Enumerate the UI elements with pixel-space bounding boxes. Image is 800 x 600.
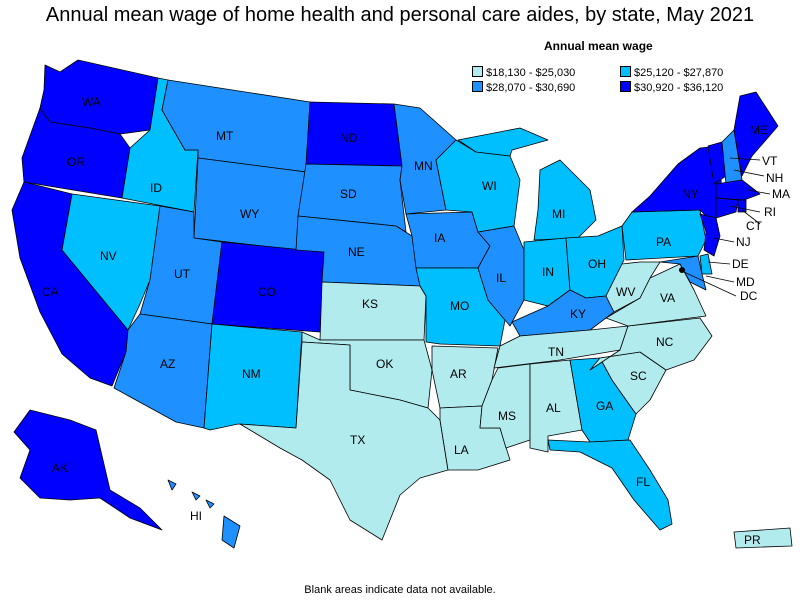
state-md[interactable] — [659, 255, 707, 291]
state-label-wi: WI — [482, 179, 497, 193]
state-ks[interactable] — [319, 281, 427, 341]
state-label-pa: PA — [656, 235, 671, 249]
state-ny[interactable] — [631, 145, 723, 223]
state-label-wy: WY — [240, 207, 259, 221]
state-wv[interactable] — [605, 261, 661, 313]
state-label-ny: NY — [682, 187, 699, 201]
state-label-ia: IA — [434, 231, 445, 245]
state-labels: WA OR CA ID NV MT WY UT AZ CO NM ND SD N… — [42, 95, 790, 547]
state-label-or: OR — [67, 155, 85, 169]
state-tx[interactable] — [239, 341, 449, 541]
state-label-sd: SD — [340, 187, 357, 201]
state-label-nc: NC — [656, 335, 674, 349]
state-il[interactable] — [477, 225, 525, 327]
legend-item-3: $28,070 - $30,690 — [472, 81, 575, 95]
state-label-mi: MI — [552, 207, 565, 221]
state-label-wa: WA — [82, 95, 101, 109]
state-label-de: DE — [732, 257, 749, 271]
state-fl[interactable] — [547, 439, 673, 531]
state-az[interactable] — [113, 313, 213, 429]
state-label-ut: UT — [174, 267, 191, 281]
footnote: Blank areas indicate data not available. — [304, 584, 496, 596]
state-nj[interactable] — [699, 213, 721, 257]
state-label-fl: FL — [636, 475, 650, 489]
state-label-tn: TN — [548, 345, 564, 359]
legend-label-1: $18,130 - $25,030 — [486, 67, 576, 79]
state-me[interactable] — [733, 91, 779, 177]
state-label-pr: PR — [744, 533, 761, 547]
legend-swatch-2 — [620, 66, 631, 77]
state-label-nv: NV — [100, 249, 117, 263]
state-label-mt: MT — [216, 129, 234, 143]
state-label-ri: RI — [764, 205, 776, 219]
state-label-nm: NM — [242, 367, 261, 381]
legend-swatch-1 — [472, 66, 483, 77]
state-mi-lower[interactable] — [533, 159, 597, 241]
leader-lines — [683, 157, 771, 297]
state-label-ky: KY — [570, 307, 586, 321]
state-label-nd: ND — [340, 131, 358, 145]
dc-marker[interactable] — [679, 267, 685, 273]
state-label-va: VA — [660, 291, 675, 305]
state-label-mo: MO — [450, 299, 469, 313]
state-label-il: IL — [496, 271, 506, 285]
map-title: Annual mean wage of home health and pers… — [45, 4, 755, 26]
state-label-ks: KS — [362, 297, 378, 311]
state-wi[interactable] — [435, 139, 521, 233]
state-label-vt: VT — [762, 154, 778, 168]
legend-label-3: $28,070 - $30,690 — [486, 82, 576, 94]
state-label-ar: AR — [450, 367, 467, 381]
state-ak[interactable] — [13, 409, 163, 531]
legend-label-4: $30,920 - $36,120 — [634, 82, 724, 94]
legend-item-4: $30,920 - $36,120 — [620, 81, 723, 95]
state-label-md: MD — [736, 275, 755, 289]
state-label-co: CO — [258, 285, 276, 299]
state-de[interactable] — [699, 253, 713, 275]
state-label-tx: TX — [350, 433, 365, 447]
state-nc[interactable] — [589, 317, 713, 371]
state-label-sc: SC — [630, 369, 647, 383]
state-label-mn: MN — [414, 159, 433, 173]
state-label-az: AZ — [160, 357, 175, 371]
state-label-in: IN — [542, 265, 554, 279]
state-label-ca: CA — [42, 285, 59, 299]
state-pr[interactable] — [733, 527, 793, 549]
state-label-ga: GA — [596, 399, 613, 413]
legend-label-2: $25,120 - $27,870 — [634, 67, 724, 79]
state-label-nh: NH — [766, 171, 783, 185]
state-label-hi: HI — [190, 509, 202, 523]
state-label-wv: WV — [616, 285, 635, 299]
state-label-ms: MS — [498, 409, 516, 423]
legend-swatch-3 — [472, 81, 483, 92]
state-label-ok: OK — [376, 357, 393, 371]
state-wy[interactable] — [193, 157, 307, 251]
state-label-al: AL — [546, 401, 561, 415]
state-label-me: ME — [750, 123, 768, 137]
legend-title: Annual mean wage — [544, 39, 653, 53]
state-label-oh: OH — [588, 257, 606, 271]
state-ma[interactable] — [715, 179, 761, 201]
state-ct[interactable] — [715, 197, 739, 219]
state-label-dc: DC — [740, 289, 758, 303]
state-label-la: LA — [454, 443, 469, 457]
state-label-id: ID — [150, 181, 162, 195]
legend-swatch-4 — [620, 81, 631, 92]
state-label-ct: CT — [746, 219, 763, 233]
state-mi[interactable] — [457, 127, 549, 157]
state-label-nj: NJ — [736, 235, 751, 249]
legend-item-2: $25,120 - $27,870 — [620, 66, 723, 80]
state-label-ma: MA — [772, 187, 790, 201]
state-label-ne: NE — [348, 245, 365, 259]
state-label-ak: AK — [52, 461, 68, 475]
state-hi[interactable] — [167, 479, 241, 549]
legend-item-1: $18,130 - $25,030 — [472, 66, 575, 80]
